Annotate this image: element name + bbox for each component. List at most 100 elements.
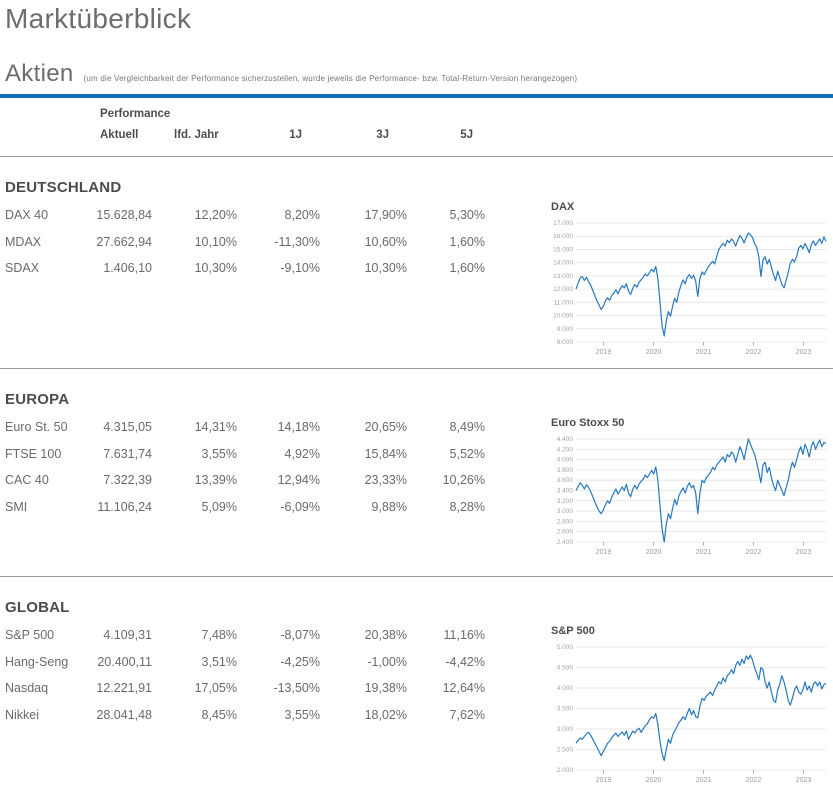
cell-1j: 8,20% bbox=[284, 208, 320, 222]
svg-text:2022: 2022 bbox=[746, 549, 762, 556]
table-row: Nasdaq 12.221,91 17,05% -13,50% 19,38% 12,64% bbox=[5, 675, 833, 702]
col-aktuell: Aktuell bbox=[100, 129, 139, 141]
table-row: Nikkei 28.041,48 8,45% 3,55% 18,02% 7,62% bbox=[5, 702, 833, 729]
table-row: SMI 11.106,24 5,09% -6,09% 9,88% 8,28% bbox=[5, 494, 833, 521]
index-name: SMI bbox=[5, 499, 28, 514]
euro-stoxx-line-chart: 4.400 4.200 4.000 3.800 3.600 3.400 3.200 3.000… bbox=[557, 436, 827, 556]
cell-aktuell: 4.315,05 bbox=[103, 420, 152, 434]
accent-divider bbox=[0, 94, 833, 98]
chart-sp500: S&P 500 5.000 4.500 4.000 3.500 3.000 2.500 2.… bbox=[548, 625, 833, 788]
subtitle-note: (um die Vergleichbarkeit der Performance… bbox=[83, 74, 578, 83]
cell-3j: -1,00% bbox=[367, 654, 407, 669]
cell-1j: 12,94% bbox=[277, 473, 320, 487]
cell-3j: 19,38% bbox=[364, 681, 407, 695]
section-title: DEUTSCHLAND bbox=[5, 179, 122, 196]
svg-text:16.000: 16.000 bbox=[553, 233, 573, 240]
cell-lfd-jahr: 3,55% bbox=[201, 446, 237, 461]
index-name: DAX 40 bbox=[5, 208, 49, 222]
cell-3j: 17,90% bbox=[364, 208, 407, 222]
cell-aktuell: 15.628,84 bbox=[96, 208, 152, 222]
svg-text:2019: 2019 bbox=[596, 349, 612, 356]
sp500-line-chart: 5.000 4.500 4.000 3.500 3.000 2.500 2.000 2019 2… bbox=[557, 644, 827, 784]
cell-3j: 20,38% bbox=[364, 628, 407, 642]
svg-text:3.400: 3.400 bbox=[557, 488, 574, 495]
svg-text:2021: 2021 bbox=[696, 777, 712, 784]
index-table: S&P 500 4.109,31 7,48% -8,07% 20,38% 11,16% Ha… bbox=[0, 622, 833, 728]
svg-text:2.000: 2.000 bbox=[557, 767, 574, 774]
svg-text:4.400: 4.400 bbox=[557, 436, 574, 443]
group-header: Performance bbox=[100, 108, 171, 120]
cell-1j: 14,18% bbox=[277, 420, 320, 434]
index-name: MDAX bbox=[5, 234, 42, 249]
svg-text:2022: 2022 bbox=[746, 777, 762, 784]
cell-1j: -6,09% bbox=[280, 499, 320, 514]
col-lfd-jahr: lfd. Jahr bbox=[174, 129, 219, 141]
svg-text:3.600: 3.600 bbox=[557, 477, 574, 484]
section-deutschland: DEUTSCHLAND DAX 40 15.628,84 12,20% 8,20% 17… bbox=[0, 179, 833, 368]
cell-3j: 10,30% bbox=[364, 261, 407, 275]
cell-3j: 23,33% bbox=[364, 473, 407, 487]
cell-5j: 8,28% bbox=[449, 499, 485, 514]
cell-lfd-jahr: 8,45% bbox=[201, 707, 237, 722]
svg-text:2020: 2020 bbox=[646, 777, 662, 784]
index-table: DAX 40 15.628,84 12,20% 8,20% 17,90% 5,30% MDA… bbox=[0, 202, 833, 282]
cell-5j: 7,62% bbox=[449, 707, 485, 722]
cell-1j: -9,10% bbox=[280, 261, 320, 275]
svg-text:2020: 2020 bbox=[646, 349, 662, 356]
cell-1j: -13,50% bbox=[273, 681, 320, 695]
svg-text:2019: 2019 bbox=[596, 777, 612, 784]
table-row: MDAX 27.662,94 10,10% -11,30% 10,60% 1,60% bbox=[5, 229, 833, 256]
svg-text:10.000: 10.000 bbox=[553, 313, 573, 320]
index-name: FTSE 100 bbox=[5, 446, 62, 461]
svg-text:4.000: 4.000 bbox=[557, 685, 574, 692]
cell-5j: 12,64% bbox=[442, 681, 485, 695]
cell-3j: 9,88% bbox=[371, 499, 407, 514]
cell-5j: 11,16% bbox=[443, 628, 485, 642]
svg-text:3.200: 3.200 bbox=[557, 498, 574, 505]
separator bbox=[0, 368, 833, 369]
svg-text:2021: 2021 bbox=[696, 349, 712, 356]
svg-text:2.800: 2.800 bbox=[557, 518, 574, 525]
cell-5j: 5,30% bbox=[449, 208, 485, 222]
cell-lfd-jahr: 10,10% bbox=[194, 234, 237, 249]
svg-text:2023: 2023 bbox=[796, 349, 812, 356]
cell-3j: 18,02% bbox=[364, 707, 407, 722]
cell-lfd-jahr: 14,31% bbox=[194, 420, 237, 434]
cell-aktuell: 12.221,91 bbox=[96, 681, 152, 695]
table-row: SDAX 1.406,10 10,30% -9,10% 10,30% 1,60% bbox=[5, 255, 833, 282]
cell-1j: 3,55% bbox=[284, 707, 320, 722]
index-name: SDAX bbox=[5, 261, 40, 275]
chart-title: S&P 500 bbox=[551, 625, 595, 637]
svg-text:2023: 2023 bbox=[796, 777, 812, 784]
svg-text:2023: 2023 bbox=[796, 549, 812, 556]
svg-text:2020: 2020 bbox=[646, 549, 662, 556]
svg-text:2.400: 2.400 bbox=[557, 539, 574, 546]
table-row: S&P 500 4.109,31 7,48% -8,07% 20,38% 11,16% bbox=[5, 622, 833, 649]
col-5j: 5J bbox=[460, 129, 473, 141]
section-title: GLOBAL bbox=[5, 599, 70, 616]
table-row: Euro St. 50 4.315,05 14,31% 14,18% 20,65% 8,4… bbox=[5, 414, 833, 441]
section-title: EUROPA bbox=[5, 391, 70, 408]
cell-1j: 4,92% bbox=[284, 446, 320, 461]
cell-lfd-jahr: 5,09% bbox=[201, 499, 237, 514]
cell-aktuell: 11.106,24 bbox=[97, 499, 152, 514]
cell-lfd-jahr: 3,51% bbox=[201, 654, 237, 669]
cell-3j: 10,60% bbox=[364, 234, 407, 249]
svg-text:3.000: 3.000 bbox=[557, 508, 574, 515]
svg-text:4.500: 4.500 bbox=[557, 665, 574, 672]
cell-aktuell: 7.631,74 bbox=[103, 446, 152, 461]
svg-text:4.000: 4.000 bbox=[557, 457, 574, 464]
table-row: FTSE 100 7.631,74 3,55% 4,92% 15,84% 5,52% bbox=[5, 441, 833, 468]
index-name: Nikkei bbox=[5, 707, 40, 722]
index-name: Hang-Seng bbox=[5, 654, 69, 669]
svg-text:3.500: 3.500 bbox=[557, 706, 574, 713]
svg-text:9.000: 9.000 bbox=[557, 326, 574, 333]
cell-aktuell: 20.400,11 bbox=[97, 654, 152, 669]
index-name: Euro St. 50 bbox=[5, 420, 68, 434]
svg-text:2019: 2019 bbox=[596, 549, 612, 556]
column-header-row: Aktuell lfd. Jahr 1J 3J 5J bbox=[5, 129, 833, 141]
svg-text:4.200: 4.200 bbox=[557, 446, 574, 453]
cell-3j: 20,65% bbox=[364, 420, 407, 434]
cell-lfd-jahr: 17,05% bbox=[194, 681, 237, 695]
separator bbox=[0, 156, 833, 157]
